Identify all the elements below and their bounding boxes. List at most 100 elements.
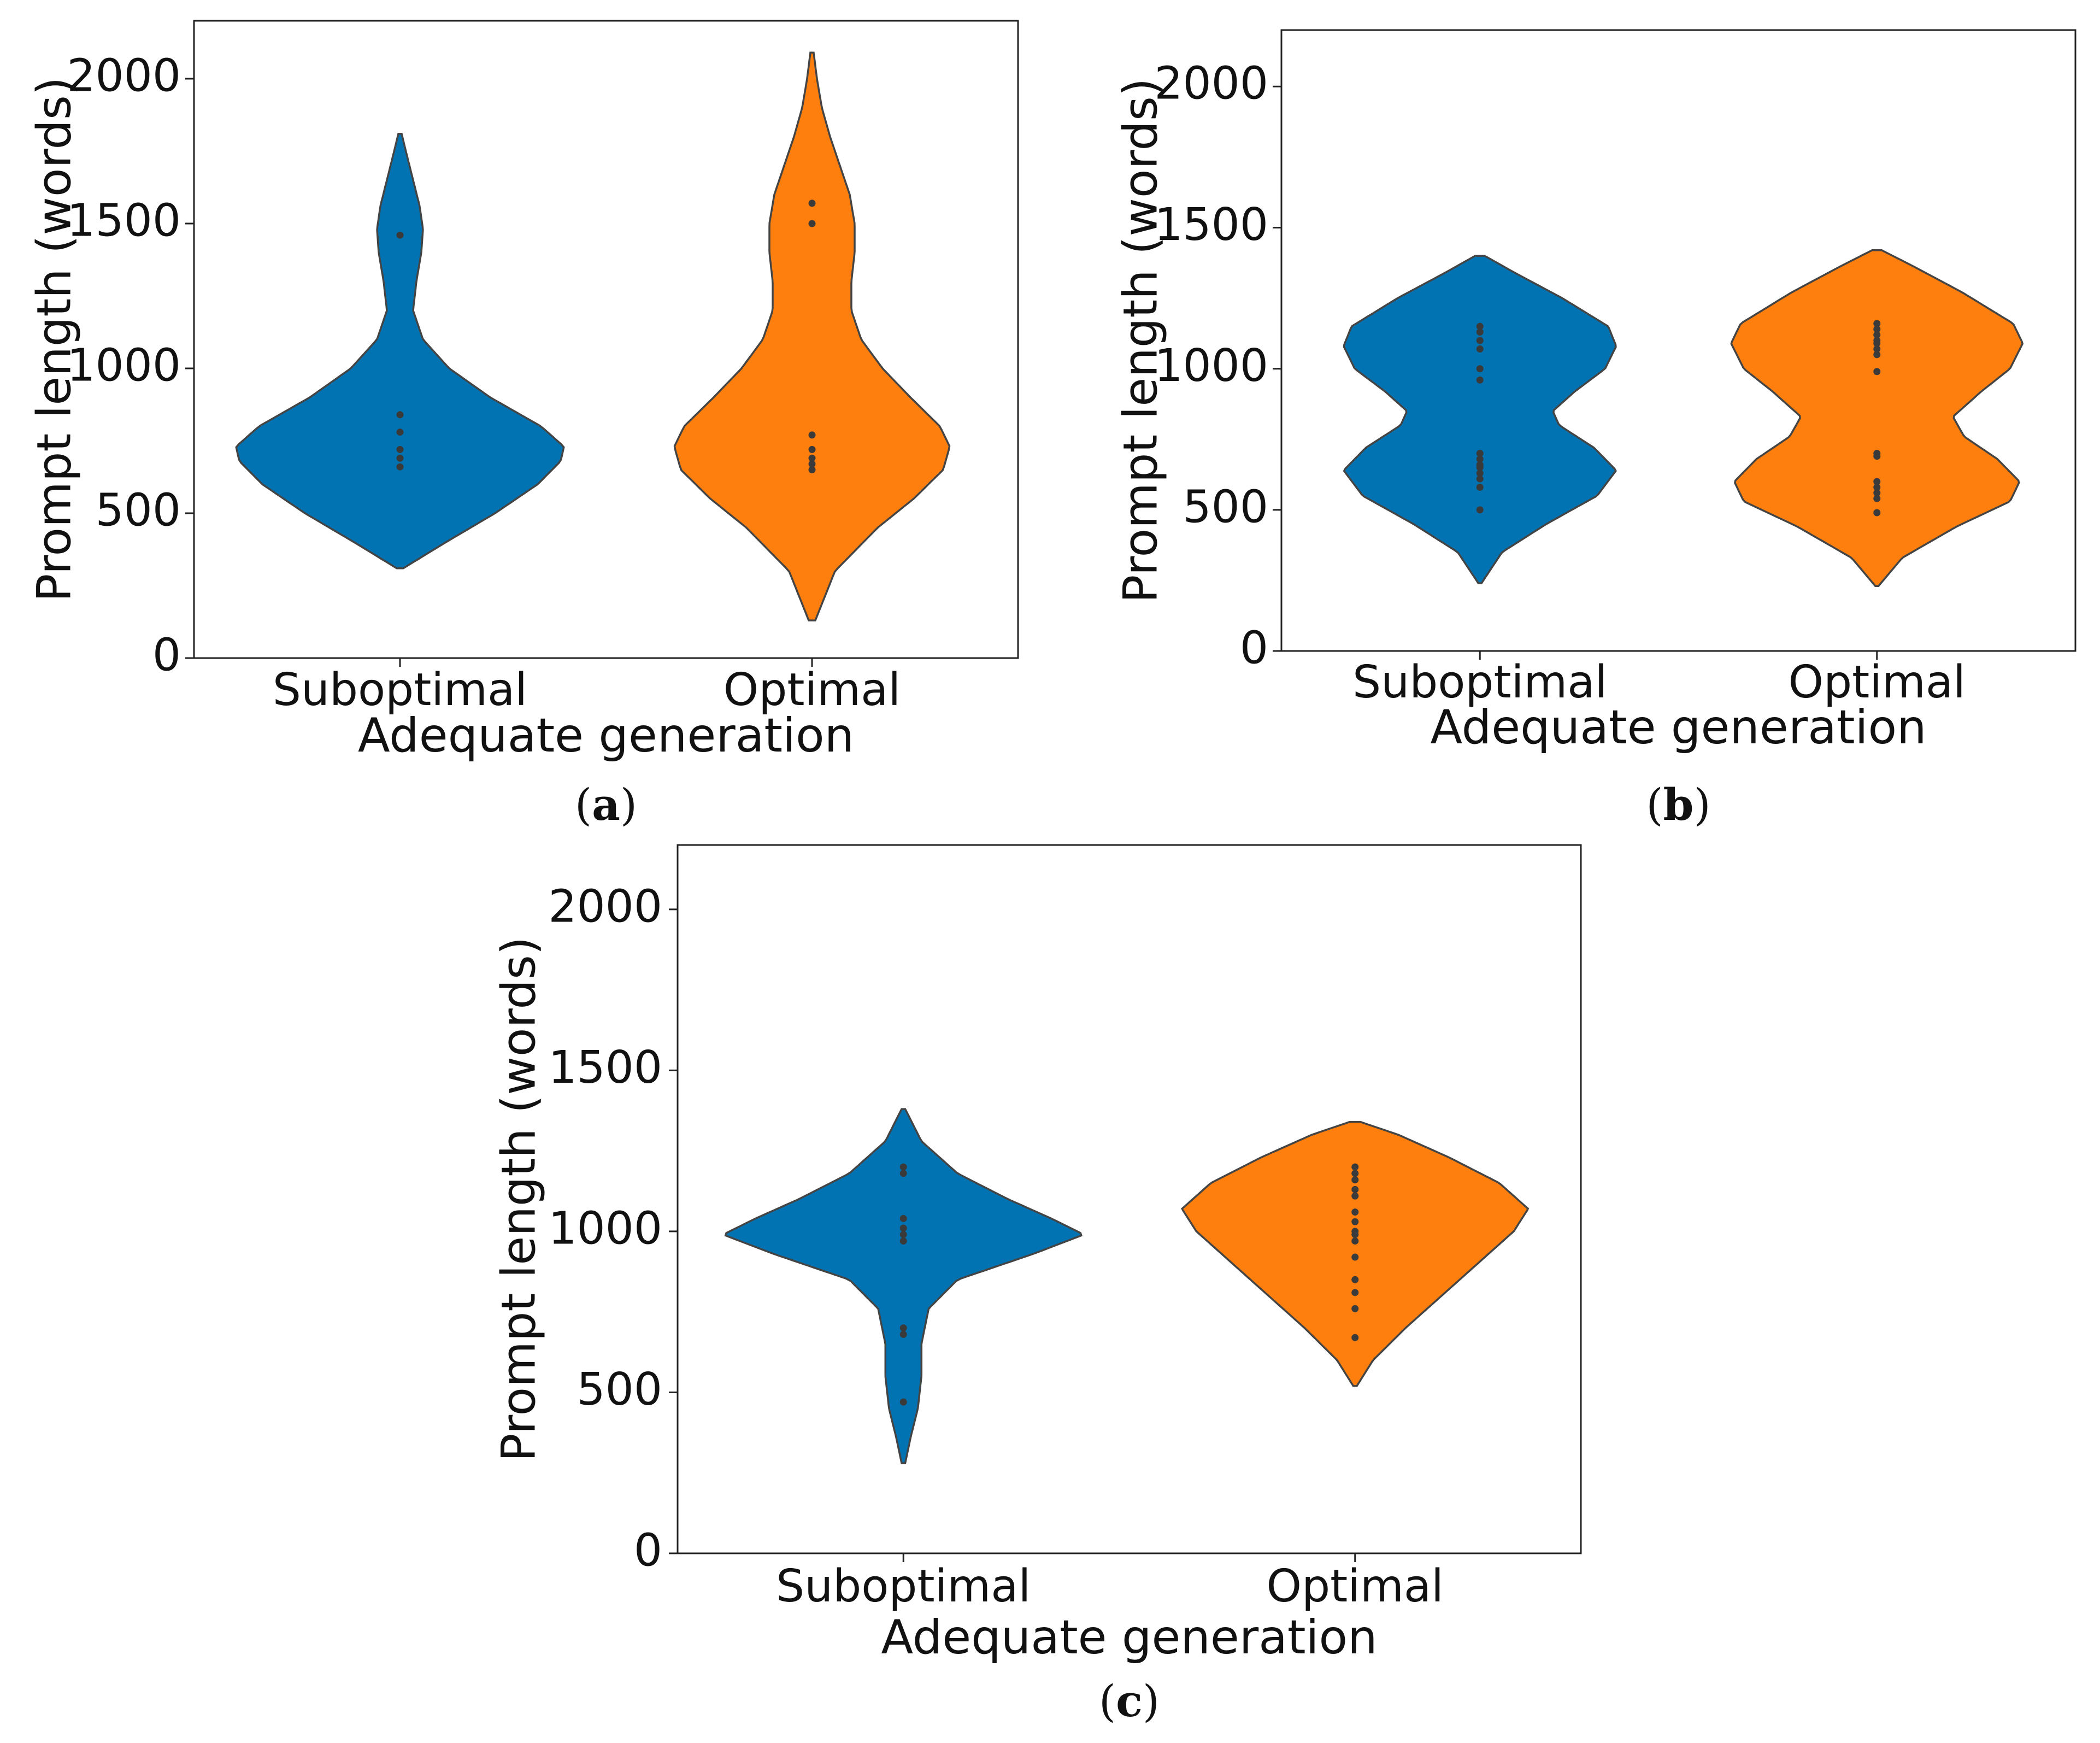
y-tick-label-b-500: 500 (1183, 481, 1268, 533)
data-point-b-optimal-4 (1873, 478, 1881, 485)
data-point-b-optimal-3 (1873, 484, 1881, 491)
data-point-c-suboptimal-8 (899, 1163, 907, 1171)
y-tick-label-a-1500: 1500 (67, 195, 181, 247)
y-tick-label-c-1000: 1000 (548, 1202, 662, 1254)
data-point-c-suboptimal-5 (899, 1224, 907, 1232)
data-point-a-optimal-0 (808, 466, 816, 473)
data-point-c-optimal-2 (1351, 1289, 1359, 1296)
data-point-c-suboptimal-6 (899, 1214, 907, 1222)
data-point-a-suboptimal-4 (396, 411, 404, 419)
data-point-c-optimal-4 (1351, 1253, 1359, 1261)
y-tick-label-a-2000: 2000 (67, 50, 181, 102)
data-point-b-optimal-11 (1873, 337, 1881, 344)
data-point-a-suboptimal-5 (396, 231, 404, 239)
data-point-c-optimal-9 (1351, 1208, 1359, 1216)
y-tick-label-c-2000: 2000 (548, 881, 662, 932)
y-axis-title-c: Prompt length (words) (491, 937, 546, 1462)
data-point-b-suboptimal-5 (1476, 461, 1484, 468)
y-tick-label-c-0: 0 (634, 1524, 662, 1576)
data-point-a-suboptimal-2 (396, 445, 404, 453)
data-point-a-optimal-2 (808, 454, 816, 462)
data-point-a-optimal-4 (808, 431, 816, 439)
data-point-b-suboptimal-0 (1476, 506, 1484, 514)
panel-caption-c: (c) (1099, 1675, 1160, 1727)
data-point-a-suboptimal-3 (396, 429, 404, 436)
data-point-c-optimal-1 (1351, 1305, 1359, 1312)
data-point-b-optimal-9 (1873, 345, 1881, 353)
data-point-b-suboptimal-9 (1476, 365, 1484, 373)
data-point-b-suboptimal-2 (1476, 475, 1484, 483)
x-tick-label-a-suboptimal: Suboptimal (273, 664, 527, 716)
data-point-c-optimal-3 (1351, 1276, 1359, 1283)
data-point-c-optimal-14 (1351, 1163, 1359, 1171)
violin-b-suboptimal (1343, 255, 1617, 584)
x-tick-label-c-suboptimal: Suboptimal (776, 1560, 1031, 1612)
data-point-c-optimal-10 (1351, 1192, 1359, 1200)
violin-a-suboptimal (235, 132, 565, 570)
data-point-b-optimal-13 (1873, 325, 1881, 333)
data-point-b-suboptimal-8 (1476, 376, 1484, 384)
data-point-b-optimal-0 (1873, 509, 1881, 517)
data-point-c-suboptimal-4 (899, 1231, 907, 1239)
data-point-a-optimal-6 (808, 199, 816, 207)
y-tick-label-c-1500: 1500 (548, 1042, 662, 1094)
data-point-c-optimal-7 (1351, 1228, 1359, 1235)
y-tick-label-a-1000: 1000 (67, 339, 181, 391)
x-tick-label-b-optimal: Optimal (1789, 656, 1966, 708)
data-point-c-optimal-0 (1351, 1334, 1359, 1341)
data-point-c-optimal-5 (1351, 1237, 1359, 1245)
data-point-c-suboptimal-0 (899, 1398, 907, 1406)
y-tick-label-b-1000: 1000 (1154, 340, 1268, 392)
violin-a-optimal (673, 51, 951, 621)
y-tick-label-b-2000: 2000 (1154, 58, 1268, 110)
x-tick-label-a-optimal: Optimal (723, 664, 901, 716)
data-point-a-suboptimal-0 (396, 463, 404, 471)
panel-caption-a: (a) (575, 779, 637, 830)
data-point-b-optimal-14 (1873, 320, 1881, 327)
data-point-b-optimal-12 (1873, 331, 1881, 339)
data-point-a-optimal-1 (808, 460, 816, 468)
panel-caption-b: (b) (1646, 779, 1710, 830)
data-point-b-suboptimal-11 (1476, 337, 1484, 344)
y-tick-label-b-1500: 1500 (1154, 199, 1268, 251)
data-point-c-suboptimal-2 (899, 1324, 907, 1332)
data-point-b-optimal-6 (1873, 450, 1881, 457)
violin-c-suboptimal (724, 1108, 1083, 1464)
data-point-c-optimal-11 (1351, 1186, 1359, 1193)
axes-frame-b (1280, 29, 2077, 652)
x-tick-label-b-suboptimal: Suboptimal (1352, 656, 1607, 708)
data-point-c-suboptimal-1 (899, 1330, 907, 1338)
data-point-a-suboptimal-1 (396, 454, 404, 462)
violin-b-optimal (1730, 249, 2024, 587)
data-point-a-optimal-3 (808, 445, 816, 453)
data-point-b-suboptimal-3 (1476, 470, 1484, 477)
data-point-b-optimal-2 (1873, 489, 1881, 497)
data-point-b-suboptimal-7 (1476, 450, 1484, 457)
x-tick-label-c-optimal: Optimal (1267, 1560, 1444, 1612)
y-tick-label-a-0: 0 (152, 629, 181, 681)
data-point-a-optimal-5 (808, 220, 816, 227)
data-point-b-suboptimal-12 (1476, 328, 1484, 336)
data-point-c-suboptimal-7 (899, 1170, 907, 1177)
x-axis-title-a: Adequate generation (358, 708, 854, 763)
y-tick-label-b-0: 0 (1240, 622, 1268, 674)
axes-frame-a (193, 20, 1019, 659)
data-point-b-optimal-1 (1873, 495, 1881, 502)
data-point-b-optimal-8 (1873, 351, 1881, 359)
y-axis-title-a: Prompt length (words) (27, 77, 81, 602)
x-axis-title-c: Adequate generation (881, 1610, 1377, 1665)
data-point-c-optimal-12 (1351, 1176, 1359, 1184)
data-point-c-suboptimal-3 (899, 1237, 907, 1245)
y-tick-label-c-500: 500 (577, 1364, 662, 1416)
data-point-b-suboptimal-10 (1476, 345, 1484, 353)
data-point-c-optimal-8 (1351, 1218, 1359, 1225)
y-axis-title-b: Prompt length (words) (1113, 78, 1168, 603)
data-point-b-optimal-7 (1873, 368, 1881, 375)
axes-frame-c (677, 844, 1582, 1554)
y-tick-label-a-500: 500 (95, 484, 181, 536)
data-point-b-suboptimal-1 (1476, 484, 1484, 491)
data-point-b-suboptimal-6 (1476, 455, 1484, 463)
data-point-c-optimal-13 (1351, 1170, 1359, 1177)
data-point-b-suboptimal-13 (1476, 322, 1484, 330)
